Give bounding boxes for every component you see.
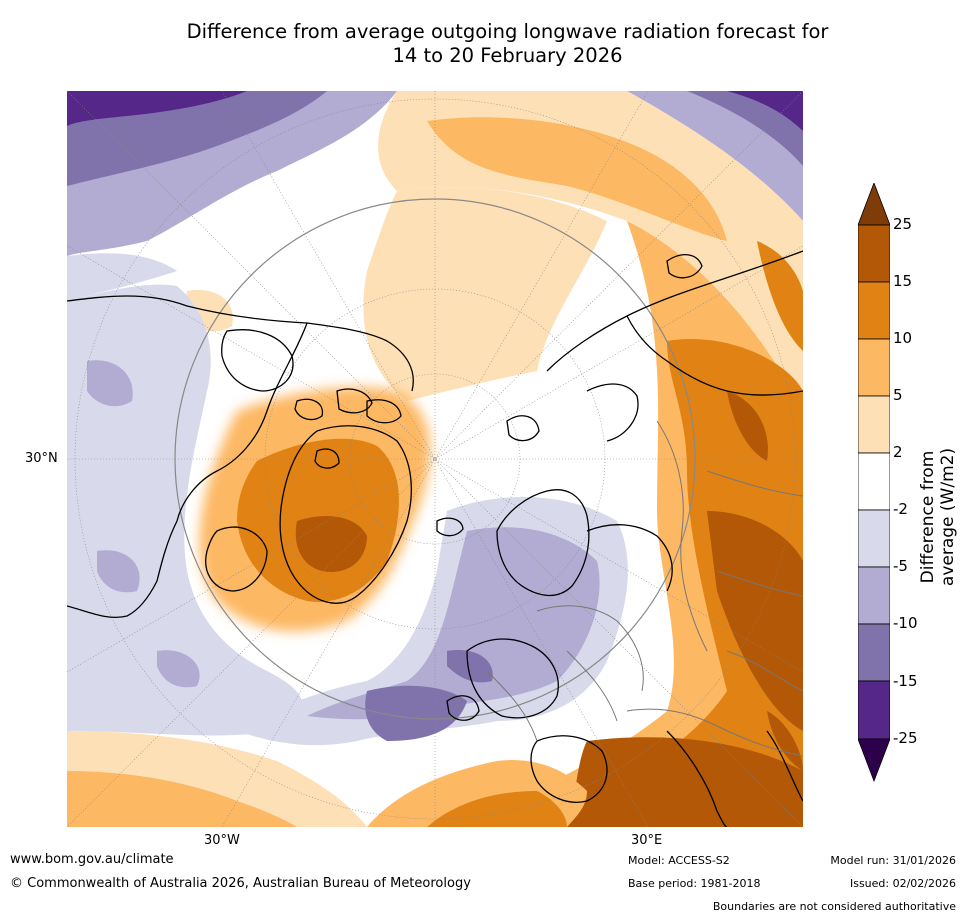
- colorbar-extend-bottom: [858, 738, 890, 783]
- colorbar-bin-2-5: [858, 395, 890, 454]
- lon-label-30e: 30°E: [631, 833, 663, 848]
- colorbar-tick: 15: [893, 272, 913, 290]
- colorbar-bin-neg15-neg25: [858, 680, 890, 740]
- colorbar-bin-neg5-neg10: [858, 566, 890, 625]
- footer-url[interactable]: www.bom.gov.au/climate: [10, 852, 174, 867]
- colorbar-tick: -15: [893, 672, 918, 690]
- lat-label-30n: 30°N: [25, 451, 58, 466]
- country-borders: [486, 420, 803, 757]
- circle-30n: [174, 198, 696, 720]
- anomaly-region-arctic: [363, 187, 607, 401]
- colorbar-bin-neutral: [858, 452, 890, 511]
- colorbar-title: Difference from average (W/m2): [918, 447, 958, 587]
- colorbar-tick: -2: [893, 500, 908, 518]
- colorbar-tick: 25: [893, 215, 913, 233]
- anomaly-region-north-band: [378, 91, 803, 411]
- footer-copyright: © Commonwealth of Australia 2026, Austra…: [10, 876, 471, 891]
- colorbar-bin-neg2-neg5: [858, 509, 890, 568]
- colorbar-tick: 10: [893, 329, 913, 347]
- coastlines: [67, 250, 803, 827]
- title-line-1: Difference from average outgoing longwav…: [186, 20, 829, 43]
- colorbar-tick: -10: [893, 614, 918, 632]
- map-svg: [67, 91, 803, 827]
- colorbar-extend-top: [858, 183, 890, 226]
- lon-label-30w: 30°W: [204, 833, 240, 848]
- footer-model: Model: ACCESS-S2: [628, 854, 730, 867]
- colorbar-bin-neg10-neg15: [858, 623, 890, 682]
- colorbar-tick: -25: [893, 729, 918, 747]
- footer-base-period: Base period: 1981-2018: [628, 877, 761, 890]
- olr-anomaly-map: [67, 91, 803, 827]
- anomaly-region-nw-strongest: [67, 91, 247, 126]
- footer-model-run: Model run: 31/01/2026: [830, 854, 956, 867]
- colorbar: [858, 183, 890, 783]
- footer-issued: Issued: 02/02/2026: [849, 877, 956, 890]
- title-line-2: 14 to 20 February 2026: [392, 44, 623, 67]
- colorbar-tick: -5: [893, 557, 908, 575]
- footer-disclaimer: Boundaries are not considered authoritat…: [712, 900, 956, 913]
- map-title: Difference from average outgoing longwav…: [0, 20, 965, 68]
- colorbar-bin-15-25: [858, 224, 890, 283]
- colorbar-tick: 5: [893, 386, 903, 404]
- colorbar-bin-10-15: [858, 281, 890, 340]
- colorbar-bin-5-10: [858, 338, 890, 397]
- colorbar-tick: 2: [893, 443, 903, 461]
